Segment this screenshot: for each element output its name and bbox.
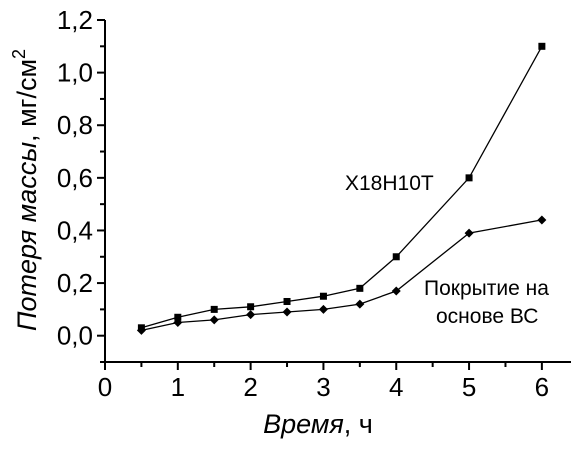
- x-axis-label-unit: , ч: [344, 409, 373, 439]
- series-markers: [136, 42, 547, 335]
- x-tick-label: 1: [171, 372, 185, 402]
- data-point: [356, 284, 364, 292]
- y-tick-label: 0,0: [57, 321, 93, 351]
- x-tick-label: 6: [535, 372, 549, 402]
- series-line-1: [141, 45, 543, 329]
- x-tick-label: 3: [316, 372, 330, 402]
- data-point: [282, 307, 292, 317]
- y-axis-label-sup: 2: [9, 49, 29, 59]
- data-point: [318, 304, 328, 314]
- y-tick-label: 0,8: [57, 110, 93, 140]
- x-axis-label-main: Время: [263, 409, 344, 439]
- data-point: [391, 286, 401, 296]
- series-label-coating-line1: Покрытие на: [424, 277, 549, 300]
- series-label-x18n10t: Х18Н10Т: [345, 172, 434, 195]
- y-tick-label: 0,4: [57, 215, 93, 245]
- data-point: [247, 303, 255, 311]
- y-tick-label: 0,6: [57, 163, 93, 193]
- data-point: [173, 318, 183, 328]
- data-point: [210, 305, 218, 313]
- x-tick-label: 2: [243, 372, 257, 402]
- data-point: [464, 228, 474, 238]
- series-label-coating-line2: основе ВС: [436, 305, 538, 328]
- y-tick-label: 1,0: [57, 58, 93, 88]
- series-lines: [141, 45, 543, 332]
- y-tick-label: 1,2: [57, 5, 93, 35]
- x-tick-label: 5: [462, 372, 476, 402]
- data-point: [209, 315, 219, 325]
- y-tick-label: 0,2: [57, 268, 93, 298]
- data-point: [174, 313, 182, 321]
- data-point: [355, 299, 365, 309]
- y-axis-label-unit: , мг/см: [12, 59, 42, 142]
- data-point: [538, 42, 546, 50]
- data-point: [136, 325, 146, 335]
- y-axis-label: Потеря массы, мг/см2: [9, 49, 42, 331]
- series-line-2: [141, 219, 543, 332]
- axes: [104, 20, 571, 363]
- data-point: [246, 310, 256, 320]
- data-point: [537, 215, 547, 225]
- x-axis-label: Время, ч: [263, 409, 373, 439]
- data-point: [392, 253, 400, 261]
- x-tick-label: 0: [98, 372, 112, 402]
- data-point: [319, 292, 327, 300]
- data-point: [283, 297, 291, 305]
- x-tick-label: 4: [389, 372, 403, 402]
- data-point: [465, 174, 473, 182]
- ticks: 0 1 2 3 4 5 6 0,0 0,2 0,4 0,6 0,8 1,0 1,2: [57, 5, 549, 402]
- y-axis-label-main: Потеря массы: [12, 142, 42, 331]
